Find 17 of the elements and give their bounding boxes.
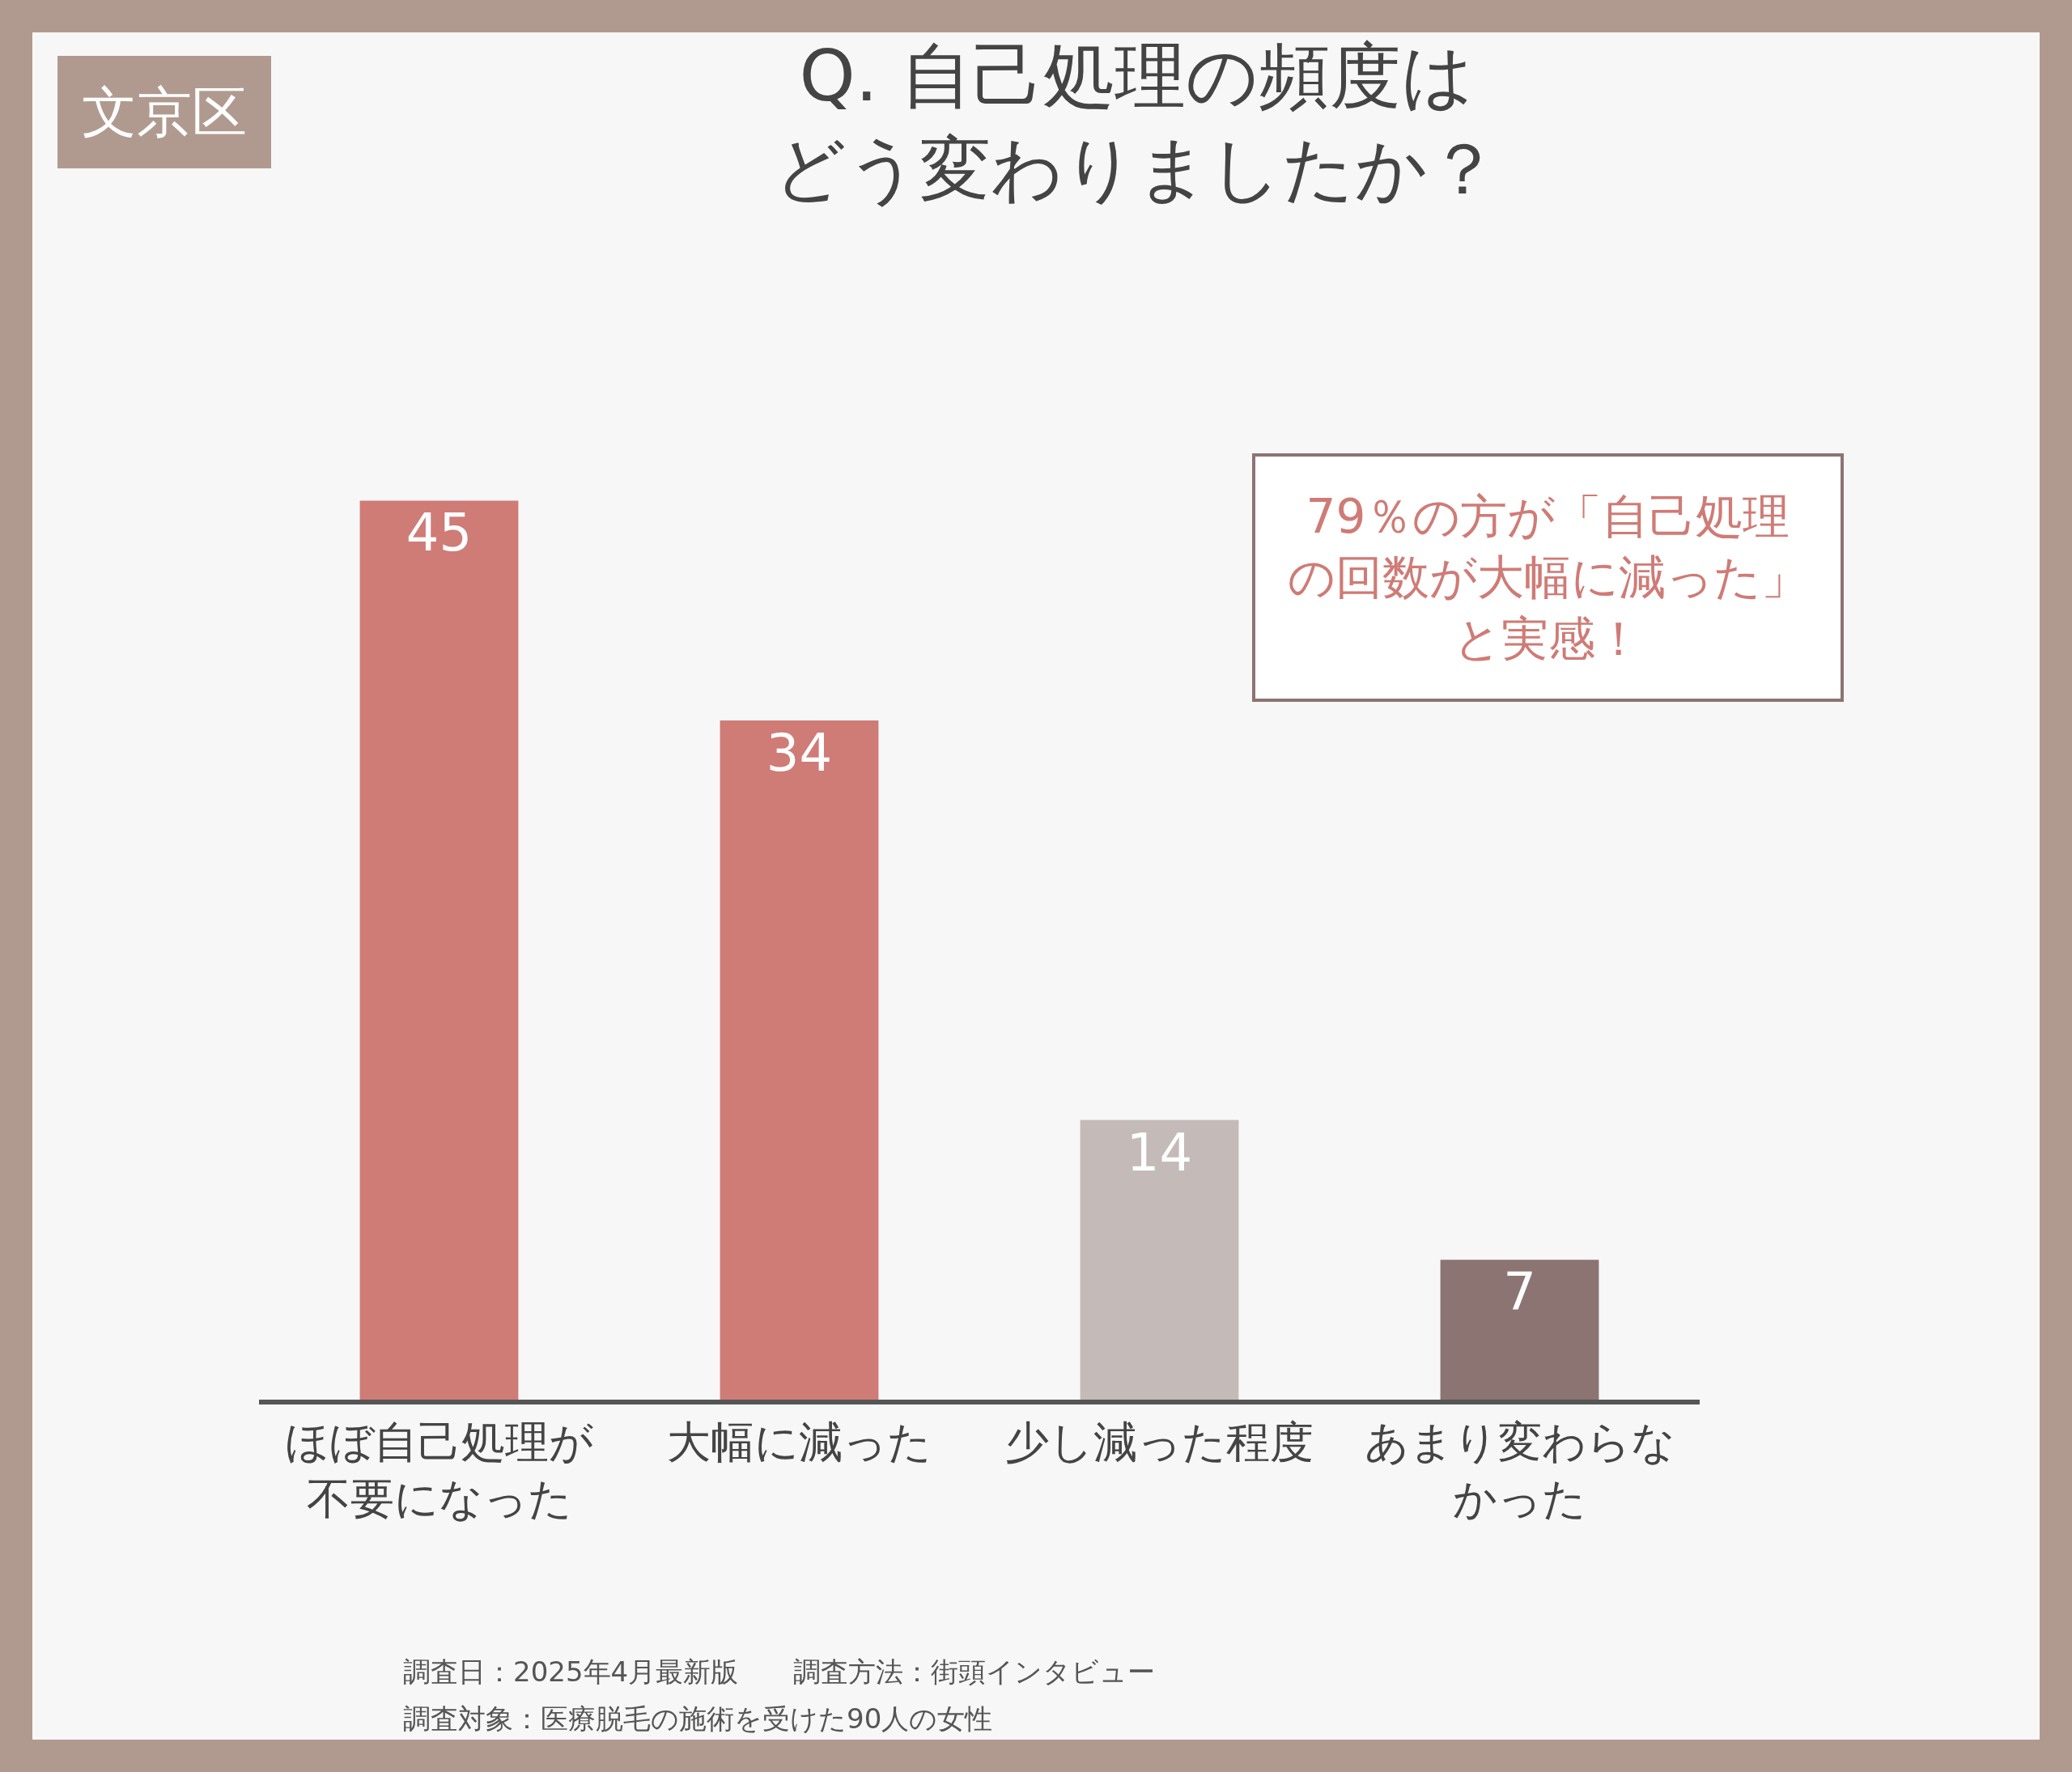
chart-title: Q. 自己処理の頻度はどう変わりましたか？ [774,34,1499,210]
text: 調査対象：医療脱毛の施術を受けた90人の女性 [403,1702,993,1735]
x-tick-label: 大幅に減った [667,1416,932,1468]
x-tick-label: ほぼ自己処理が不要になった [285,1416,593,1524]
bar [1080,1120,1239,1400]
data-label: 34 [766,722,833,783]
x-tick-label: あまり変わらなかった [1364,1416,1675,1524]
data-label: 7 [1503,1262,1536,1323]
text: 文京区 [82,80,247,144]
x-tick-label: 少し減った程度 [1005,1416,1314,1468]
data-label: 45 [405,503,473,563]
bar [359,500,519,1400]
text: 調査日：2025年4月最新版 調査方法：街頭インタビュー [403,1655,1156,1688]
bar [720,720,879,1400]
bar [1440,1260,1599,1400]
annotation: 79％の方が「自己処理の回数が大幅に減った」と実感！ [1288,489,1808,666]
data-label: 14 [1126,1122,1193,1183]
